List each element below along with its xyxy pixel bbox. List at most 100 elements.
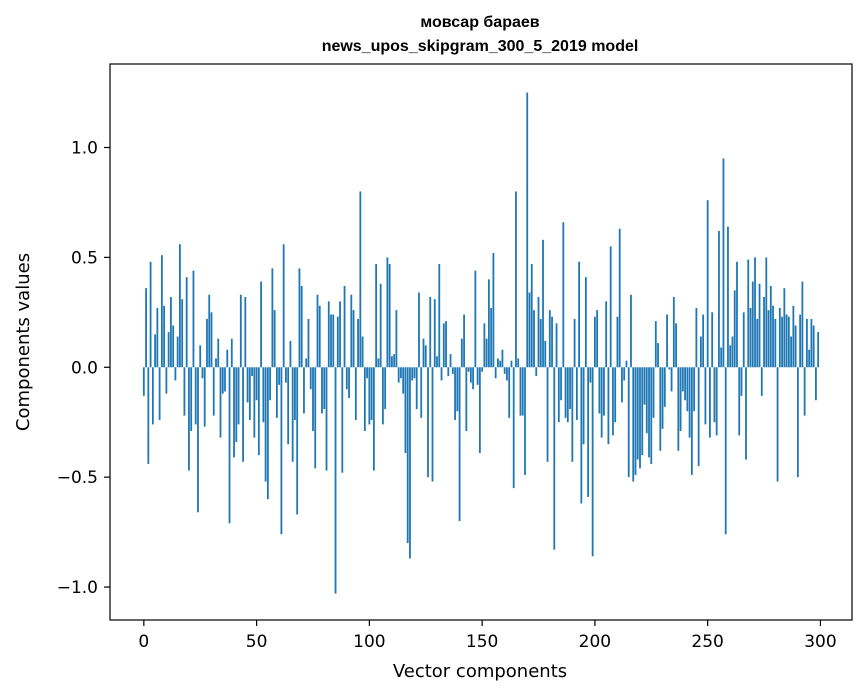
- bar-186: [562, 222, 565, 368]
- bar-157: [497, 358, 499, 368]
- bar-177: [542, 239, 544, 368]
- bar-176: [539, 318, 542, 368]
- bar-237: [677, 367, 680, 451]
- bar-24: [197, 367, 199, 513]
- bar-66: [291, 367, 294, 462]
- bar-22: [192, 270, 195, 368]
- bar-17: [181, 299, 184, 368]
- bar-213: [623, 367, 626, 381]
- bar-23: [194, 367, 197, 425]
- bar-151: [483, 323, 486, 368]
- bar-262: [733, 290, 736, 368]
- bar-245: [695, 307, 698, 368]
- bar-2: [147, 367, 150, 464]
- x-axis-label: Vector components: [393, 661, 567, 682]
- bar-219: [636, 367, 639, 460]
- bar-278: [769, 285, 772, 368]
- bar-238: [679, 367, 682, 431]
- bar-28: [206, 318, 208, 368]
- bar-294: [805, 318, 808, 368]
- bar-299: [817, 332, 820, 368]
- bar-171: [528, 292, 531, 368]
- bar-11: [167, 332, 170, 368]
- bar-77: [316, 294, 319, 368]
- bar-183: [555, 323, 558, 368]
- bar-72: [305, 358, 308, 368]
- bar-32: [215, 358, 217, 368]
- bar-76: [314, 367, 317, 469]
- bar-117: [406, 367, 409, 544]
- bar-190: [571, 367, 574, 462]
- bar-145: [469, 367, 472, 383]
- bar-288: [792, 305, 795, 368]
- y-tick-label: 1.0: [71, 139, 98, 159]
- bar-105: [379, 283, 382, 368]
- bar-261: [731, 336, 734, 368]
- bar-50: [255, 367, 258, 401]
- bar-223: [645, 367, 648, 434]
- bar-287: [790, 336, 792, 368]
- bar-74: [309, 367, 312, 390]
- y-tick-label: −1.0: [57, 578, 98, 598]
- bar-220: [639, 367, 641, 469]
- bar-247: [699, 336, 702, 368]
- bar-192: [575, 367, 578, 421]
- bar-16: [179, 244, 181, 368]
- bar-241: [686, 367, 689, 412]
- bar-179: [546, 367, 549, 462]
- bar-35: [221, 367, 224, 394]
- bar-88: [341, 367, 344, 473]
- bar-100: [368, 367, 371, 425]
- bar-73: [307, 318, 310, 368]
- bar-194: [580, 367, 583, 504]
- bar-130: [436, 356, 438, 368]
- bar-108: [386, 257, 389, 368]
- bar-118: [409, 367, 411, 559]
- bar-10: [165, 367, 168, 394]
- bar-201: [596, 310, 599, 368]
- bar-148: [476, 367, 479, 385]
- bar-182: [553, 367, 556, 550]
- bar-298: [815, 367, 817, 401]
- bar-184: [557, 367, 560, 423]
- bar-282: [778, 307, 781, 368]
- bar-120: [413, 367, 416, 379]
- bar-295: [808, 349, 811, 368]
- bar-110: [391, 356, 393, 368]
- bar-226: [652, 367, 655, 418]
- y-tick-label: −0.5: [57, 468, 98, 488]
- bar-101: [370, 367, 373, 421]
- bar-217: [632, 367, 635, 482]
- bar-239: [681, 367, 684, 392]
- bar-155: [492, 253, 495, 368]
- bar-162: [508, 367, 511, 418]
- bar-114: [400, 367, 402, 379]
- bar-257: [722, 158, 725, 368]
- bar-64: [287, 367, 290, 445]
- bar-196: [584, 277, 587, 368]
- bar-29: [208, 294, 211, 368]
- bar-273: [758, 283, 761, 368]
- bar-173: [533, 310, 535, 368]
- bar-61: [280, 367, 283, 535]
- bar-54: [264, 367, 267, 482]
- bar-33: [217, 338, 220, 368]
- bar-234: [670, 367, 673, 392]
- bar-83: [330, 314, 332, 368]
- plot-frame: [109, 63, 853, 621]
- bar-214: [625, 360, 628, 368]
- bar-80: [323, 367, 326, 410]
- bar-293: [803, 367, 806, 416]
- bar-281: [776, 367, 779, 482]
- bar-124: [422, 338, 425, 368]
- bar-203: [600, 367, 603, 438]
- bar-172: [530, 263, 533, 368]
- bar-146: [472, 367, 474, 390]
- bar-99: [366, 367, 368, 379]
- bar-56: [269, 367, 272, 401]
- bar-18: [183, 367, 186, 416]
- bar-113: [397, 367, 400, 383]
